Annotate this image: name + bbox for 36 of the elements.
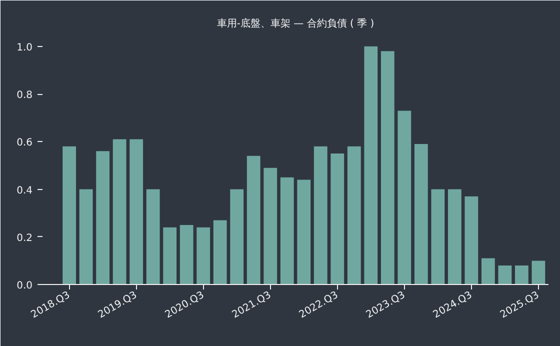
bar xyxy=(62,146,76,284)
y-tick-label: 0.6 xyxy=(16,138,33,149)
bar xyxy=(163,227,177,284)
y-tick-label: 0.8 xyxy=(16,90,33,102)
bar xyxy=(431,189,445,284)
bar xyxy=(347,146,361,284)
bar xyxy=(330,154,344,284)
bar xyxy=(297,180,311,284)
y-tick-label: 0.4 xyxy=(16,185,33,196)
bar xyxy=(448,189,462,284)
y-tick-label: 0.0 xyxy=(16,280,33,292)
y-tick-label: 1.0 xyxy=(16,42,33,54)
bar xyxy=(96,151,110,284)
bar xyxy=(79,189,93,284)
bar xyxy=(414,144,428,284)
bar xyxy=(498,265,512,284)
bar xyxy=(514,265,528,284)
bar xyxy=(280,177,294,284)
y-tick-label: 0.2 xyxy=(16,232,33,244)
bar xyxy=(112,139,126,284)
bar xyxy=(380,51,394,284)
bar xyxy=(364,46,378,284)
bar xyxy=(146,189,160,284)
bar xyxy=(180,224,194,284)
bar xyxy=(264,168,278,284)
bar xyxy=(130,139,144,284)
bar xyxy=(398,110,412,284)
bar xyxy=(464,196,478,284)
bar xyxy=(314,146,328,284)
bar xyxy=(213,220,227,284)
chart-title: 車用-底盤、車架 — 合約負債 ( 季 ) xyxy=(216,18,374,30)
bar xyxy=(196,227,210,284)
bar xyxy=(230,189,244,284)
bar xyxy=(481,258,495,284)
bar xyxy=(246,156,260,284)
bar xyxy=(532,260,546,284)
